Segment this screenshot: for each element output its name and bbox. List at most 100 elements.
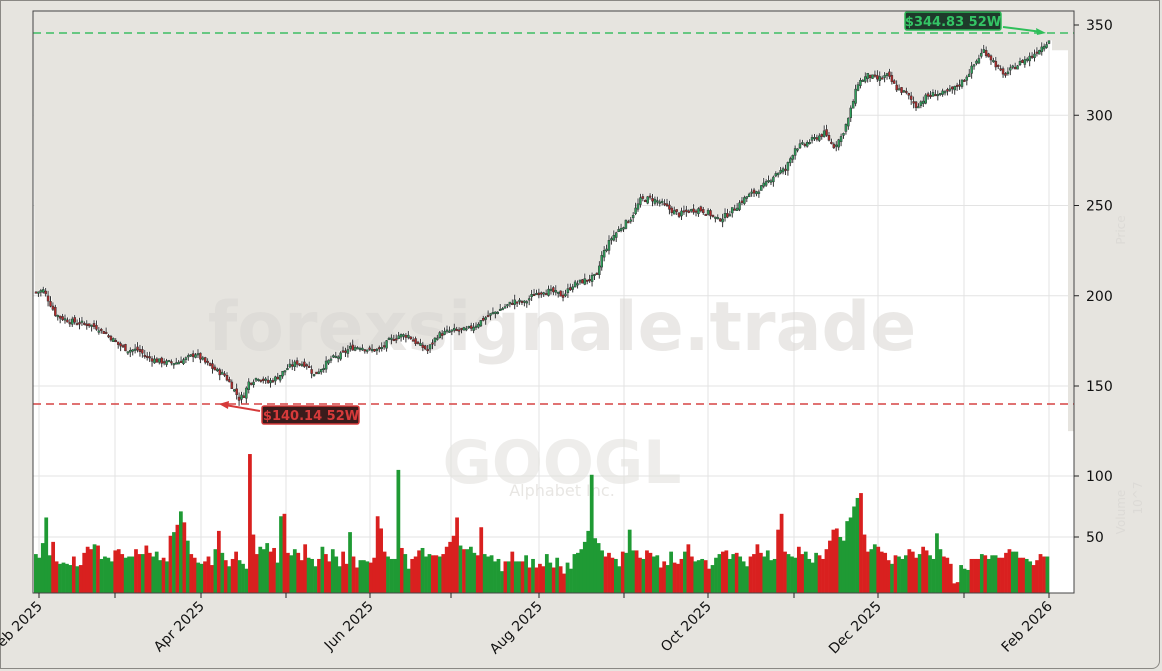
volume-bar-up	[555, 557, 560, 593]
candle-down	[44, 290, 47, 295]
candle-down	[784, 168, 787, 171]
candle-up	[755, 191, 758, 195]
volume-bar-down	[434, 555, 439, 593]
candle-up	[479, 320, 483, 327]
volume-bar-up	[44, 517, 49, 593]
candle-down	[702, 209, 705, 214]
candle-down	[668, 204, 671, 210]
candle-down	[520, 301, 524, 304]
volume-bar-down	[679, 558, 684, 593]
candle-up	[646, 196, 649, 204]
volume-bar-up	[582, 541, 587, 593]
candle-down	[266, 379, 270, 383]
volume-bar-up	[40, 543, 45, 593]
volume-bar-up	[872, 544, 877, 593]
candle-up	[605, 248, 608, 252]
candle-down	[440, 333, 444, 336]
candle-up	[818, 135, 821, 141]
candle-down	[223, 373, 226, 376]
candle-up	[477, 324, 480, 328]
volume-bar-down	[551, 567, 556, 593]
volume-bar-up	[714, 557, 718, 593]
candle-up	[793, 148, 797, 156]
volume-bar-up	[803, 551, 808, 593]
volume-bar-down	[161, 557, 166, 593]
candle-up	[878, 76, 882, 81]
volume-bar-up	[99, 558, 104, 593]
volume-bar-down	[755, 544, 760, 593]
volume-bar-down	[562, 573, 566, 593]
candle-down	[934, 94, 937, 97]
volume-bar-down	[520, 561, 525, 593]
candle-up	[922, 100, 925, 104]
volume-bar-down	[368, 562, 373, 593]
candle-down	[989, 55, 993, 61]
candle-up	[622, 227, 625, 230]
candle-up	[320, 369, 323, 373]
candle-up	[967, 73, 971, 78]
volume-bar-up	[58, 563, 62, 593]
candle-up	[689, 209, 693, 212]
candle-up	[624, 219, 628, 229]
candle-up	[808, 142, 811, 145]
candle-down	[511, 302, 514, 305]
candle-up	[281, 370, 284, 377]
candle-down	[136, 346, 139, 351]
volume-bar-down	[417, 550, 421, 593]
candle-up	[329, 358, 333, 361]
candle-up	[126, 351, 130, 354]
candle-down	[994, 60, 998, 68]
volume-bar-up	[365, 561, 370, 593]
volume-bar-up	[548, 562, 553, 593]
volume-bar-down	[817, 555, 822, 593]
candle-up	[1018, 61, 1022, 65]
candle-down	[78, 322, 81, 325]
volume-bar-up	[586, 530, 591, 593]
candle-down	[890, 75, 894, 82]
volume-bar-down	[351, 556, 356, 593]
candle-down	[155, 358, 159, 363]
candle-up	[278, 375, 282, 381]
volume-bar-down	[54, 561, 59, 593]
candle-down	[61, 316, 64, 320]
volume-bar-up	[1014, 551, 1019, 593]
volume-bar-up	[793, 557, 798, 593]
candle-up	[506, 304, 509, 307]
candle-down	[663, 203, 666, 206]
candle-up	[365, 349, 369, 352]
candle-up	[438, 332, 441, 338]
volume-bar-up	[165, 561, 169, 593]
volume-bar-up	[403, 554, 408, 593]
candle-up	[619, 228, 623, 232]
volume-bar-down	[503, 561, 508, 593]
candle-up	[445, 329, 449, 332]
candle-up	[953, 85, 956, 91]
volume-bar-down	[1017, 557, 1022, 593]
volume-bar-down	[828, 540, 832, 593]
candle-up	[931, 92, 935, 97]
candle-up	[636, 203, 640, 210]
candle-down	[237, 396, 241, 401]
candle-up	[187, 355, 190, 358]
volume-bar-up	[103, 556, 107, 593]
candle-down	[213, 366, 217, 371]
volume-bar-down	[558, 566, 563, 593]
candle-up	[385, 340, 388, 349]
candle-up	[769, 180, 773, 183]
volume-bar-up	[962, 568, 967, 593]
volume-bar-down	[883, 552, 888, 593]
x-tick-label: Oct 2025	[658, 599, 715, 656]
candle-down	[830, 141, 833, 144]
volume-bar-down	[610, 557, 615, 593]
volume-bar-down	[607, 552, 611, 593]
candle-down	[733, 208, 736, 211]
candle-down	[382, 345, 386, 348]
volume-bar-up	[727, 558, 732, 593]
volume-bar-up	[130, 556, 135, 593]
volume-bar-up	[506, 561, 511, 593]
volume-bar-down	[324, 554, 328, 593]
candle-down	[191, 353, 195, 358]
candle-down	[987, 53, 990, 58]
volume-bar-down	[620, 551, 625, 593]
volume-bar-down	[910, 551, 915, 593]
